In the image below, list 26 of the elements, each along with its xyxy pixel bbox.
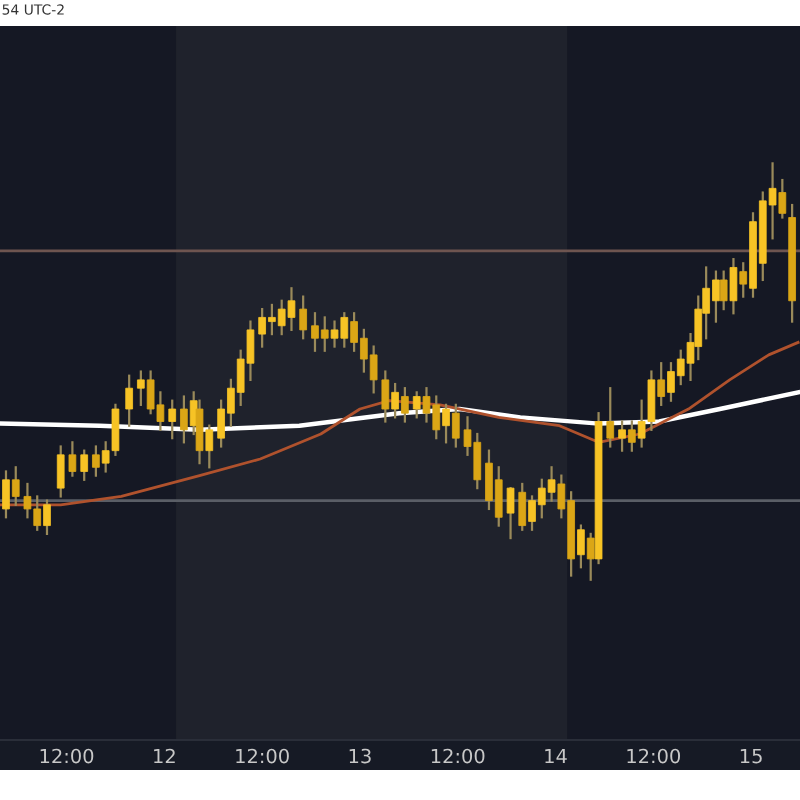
candlestick [577, 524, 585, 569]
candlestick [506, 487, 515, 540]
candlestick [195, 399, 204, 465]
candlestick [92, 445, 100, 477]
x-tick-label: 12:00 [627, 748, 681, 764]
x-tick-label: 12 [154, 748, 175, 764]
x-tick-label: 15 [740, 748, 762, 764]
candlestick [628, 420, 636, 452]
candlestick [606, 387, 615, 448]
candlestick [80, 449, 89, 481]
candlestick [137, 370, 145, 406]
x-tick-label: 14 [545, 748, 567, 764]
x-tick-label: 12:00 [431, 748, 485, 764]
x-tick-label: 12:00 [236, 748, 289, 764]
x-tick-label: 12:00 [40, 748, 94, 764]
candlestick [205, 424, 214, 469]
candlestick [657, 362, 666, 406]
candlestick [391, 382, 399, 419]
x-tick-label: 13 [349, 748, 371, 764]
candlestick [299, 295, 307, 340]
candlestick [401, 387, 409, 423]
candlestick [412, 391, 421, 419]
candlestick [125, 374, 134, 427]
candlestick [618, 420, 626, 452]
candlestick [586, 532, 595, 581]
candlestick [442, 403, 450, 444]
